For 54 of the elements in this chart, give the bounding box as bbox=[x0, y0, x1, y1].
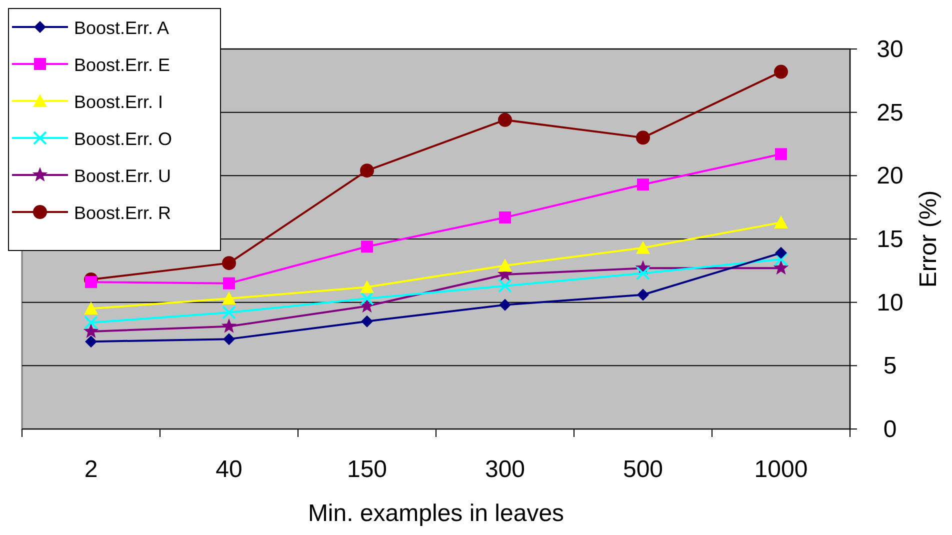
point bbox=[361, 240, 373, 253]
point bbox=[85, 336, 97, 348]
point bbox=[359, 298, 375, 313]
point bbox=[499, 298, 511, 311]
y-axis-title: Error (%) bbox=[915, 190, 942, 288]
y-tick-label: 15 bbox=[876, 226, 904, 253]
point bbox=[774, 64, 788, 79]
point bbox=[83, 323, 99, 338]
y-tick-label: 25 bbox=[876, 99, 904, 126]
x-tick-label: 2 bbox=[84, 456, 98, 483]
point bbox=[498, 278, 512, 293]
point bbox=[85, 276, 97, 288]
point bbox=[774, 216, 788, 229]
point bbox=[84, 302, 98, 315]
point bbox=[775, 246, 787, 259]
x-tick-label: 1000 bbox=[754, 456, 808, 483]
x-tick-label: 40 bbox=[216, 456, 242, 483]
x-tick-label: 300 bbox=[484, 456, 526, 483]
point bbox=[636, 240, 650, 254]
x-tick-label: 150 bbox=[346, 456, 388, 483]
point bbox=[498, 112, 512, 127]
point bbox=[223, 333, 235, 346]
point bbox=[774, 252, 788, 266]
point bbox=[637, 288, 649, 301]
legend-label: Boost.Err. I bbox=[74, 92, 164, 112]
point bbox=[637, 178, 649, 191]
point bbox=[222, 292, 236, 305]
y-tick-label: 20 bbox=[876, 162, 904, 190]
point bbox=[361, 315, 373, 328]
legend-label: Boost.Err. U bbox=[74, 166, 172, 186]
point bbox=[360, 280, 374, 294]
x-tick-label: 500 bbox=[622, 456, 664, 483]
point bbox=[222, 305, 236, 320]
legend-label: Boost.Err. E bbox=[74, 55, 170, 75]
y-tick-label: 5 bbox=[883, 352, 897, 380]
point bbox=[775, 148, 787, 160]
y-tick-label: 0 bbox=[883, 416, 897, 443]
legend-label: Boost.Err. O bbox=[74, 129, 172, 149]
point bbox=[498, 258, 512, 272]
point bbox=[221, 318, 237, 333]
legend-label: Boost.Err. A bbox=[74, 18, 170, 38]
y-tick-label: 30 bbox=[876, 36, 904, 63]
legend-label: Boost.Err. R bbox=[74, 203, 172, 223]
y-tick-label: 10 bbox=[876, 289, 904, 316]
point bbox=[636, 130, 650, 145]
point bbox=[360, 292, 374, 306]
point bbox=[84, 316, 98, 330]
point bbox=[499, 211, 511, 224]
point bbox=[773, 260, 789, 275]
point bbox=[223, 277, 235, 290]
point bbox=[222, 256, 236, 270]
point bbox=[360, 164, 374, 178]
point bbox=[636, 266, 650, 280]
x-axis-title: Min. examples in leaves bbox=[308, 500, 564, 527]
